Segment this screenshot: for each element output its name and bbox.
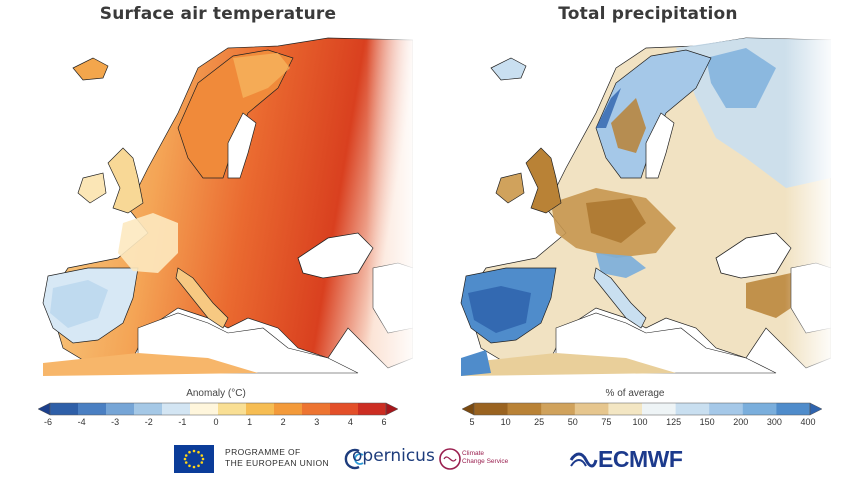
precipitation-colorbar-tick-label: 300: [766, 417, 782, 427]
temperature-colorbar-swatch: [274, 403, 303, 415]
precipitation-colorbar-tick-label: 75: [601, 417, 612, 427]
temperature-colorbar-extend-low: [38, 402, 51, 416]
temperature-colorbar-swatch: [106, 403, 135, 415]
temperature-colorbar-tick-label: -2: [144, 417, 153, 427]
precipitation-colorbar-tick-label: 50: [567, 417, 578, 427]
precipitation-colorbar-swatch: [642, 403, 676, 415]
temperature-colorbar-tick-label: -3: [111, 417, 120, 427]
programme-line-2: THE EUROPEAN UNION: [225, 458, 330, 468]
programme-line-1: PROGRAMME OF: [225, 447, 301, 457]
precipitation-map: [446, 28, 831, 376]
precipitation-colorbar-tick-label: 100: [632, 417, 648, 427]
temperature-colorbar-tick-label: -4: [77, 417, 86, 427]
temperature-colorbar-tick-label: 6: [381, 417, 387, 427]
precipitation-colorbar-swatch: [507, 403, 542, 415]
precipitation-colorbar-swatch: [608, 403, 643, 415]
precipitation-colorbar-swatch: [709, 403, 744, 415]
temperature-colorbar-swatch: [218, 403, 247, 415]
eu-stars-icon: [183, 449, 205, 469]
precipitation-colorbar-swatch: [574, 403, 609, 415]
precipitation-colorbar-tick-label: 125: [666, 417, 682, 427]
ecmwf-logo: [569, 452, 598, 468]
precipitation-colorbar-swatch: [541, 403, 576, 415]
temperature-colorbar-swatch: [190, 403, 219, 415]
precipitation-colorbar-tick-label: 400: [800, 417, 816, 427]
c3s-line-1: Climate: [462, 450, 485, 457]
temperature-colorbar-extend-high: [385, 402, 398, 416]
ecmwf-wordmark: ECMWF: [598, 446, 683, 472]
temperature-colorbar-tick-label: -6: [43, 417, 53, 427]
temperature-colorbar-tick-label: 1: [247, 417, 253, 427]
precipitation-colorbar-extend-low: [462, 402, 475, 416]
temperature-colorbar-tick-label: 4: [347, 417, 353, 427]
temperature-colorbar-swatch: [78, 403, 107, 415]
precipitation-colorbar-swatch: [776, 403, 811, 415]
precipitation-colorbar-tick-label: 10: [500, 417, 511, 427]
colorbar-label-temperature: Anomaly (°C): [186, 388, 246, 399]
precipitation-colorbar-ticks: 5 10 25 50 75 100 125 150 200 300 400: [469, 417, 816, 431]
temperature-colorbar-swatch: [50, 403, 79, 415]
colorbar-label-precipitation: % of average: [605, 388, 665, 399]
copernicus-wordmark: opernicus: [352, 446, 435, 466]
programme-text: PROGRAMME OF THE EUROPEAN UNION: [225, 447, 329, 469]
map-title-precipitation: Total precipitation: [558, 4, 738, 24]
temperature-colorbar-tick-label: -1: [178, 417, 187, 427]
precipitation-colorbar: [462, 402, 822, 416]
temperature-colorbar-swatch: [162, 403, 191, 415]
temperature-colorbar-swatch: [134, 403, 163, 415]
precipitation-colorbar-tick-label: 150: [699, 417, 715, 427]
temperature-colorbar-tick-label: 2: [280, 417, 286, 427]
temperature-colorbar: [38, 402, 398, 416]
map-title-temperature: Surface air temperature: [99, 4, 337, 24]
precipitation-colorbar-tick-label: 5: [469, 417, 475, 427]
temperature-colorbar-tick-label: 0: [213, 417, 219, 427]
precipitation-colorbar-tick-label: 200: [733, 417, 749, 427]
copernicus-logo: [344, 448, 364, 470]
eu-flag-logo: [174, 445, 214, 473]
temperature-colorbar-swatch: [246, 403, 275, 415]
precipitation-colorbar-swatch: [742, 403, 777, 415]
precipitation-colorbar-swatch: [474, 403, 508, 415]
precipitation-colorbar-swatch: [675, 403, 710, 415]
temperature-colorbar-swatch: [302, 403, 331, 415]
temperature-anomaly-map: [28, 28, 413, 376]
c3s-logo: [439, 448, 461, 470]
temperature-colorbar-border: [49, 402, 387, 416]
temperature-colorbar-tick-label: 3: [314, 417, 320, 427]
temperature-colorbar-swatch: [358, 403, 387, 415]
precipitation-colorbar-tick-label: 25: [534, 417, 545, 427]
c3s-wordmark: Climate Change Service: [462, 450, 508, 466]
temperature-colorbar-ticks: -6 -4 -3 -2 -1 0 1 2 3 4 6: [44, 417, 388, 431]
temperature-colorbar-swatch: [330, 403, 359, 415]
precipitation-colorbar-border: [473, 402, 811, 416]
precipitation-colorbar-extend-high: [809, 402, 822, 416]
c3s-line-2: Change Service: [462, 458, 509, 465]
